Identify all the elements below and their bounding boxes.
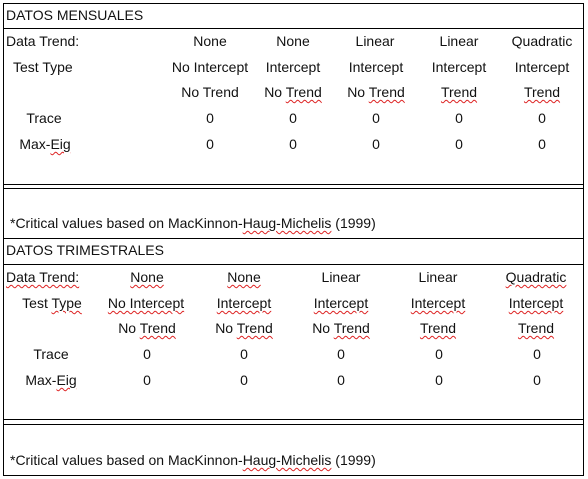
column-header-line2: Trend xyxy=(517,320,555,336)
row-label: Trace xyxy=(26,110,62,126)
footnote: *Critical values based on MacKinnon-Haug… xyxy=(10,215,376,231)
spellcheck-word: Trend xyxy=(368,84,405,100)
table-border-left xyxy=(3,3,4,476)
column-header-line2: Trend xyxy=(419,320,457,336)
cell-value: 0 xyxy=(533,372,541,388)
cell-value: 0 xyxy=(206,110,214,126)
cell-value: 0 xyxy=(240,346,248,362)
row-label: Max-Eig xyxy=(25,372,77,388)
column-header-line1: No Intercept xyxy=(107,295,185,311)
column-header-line1: Intercept xyxy=(508,295,564,311)
section1-footnote-top xyxy=(3,188,584,189)
column-header-line1: Intercept xyxy=(514,59,570,75)
column-header-line2: No Trend xyxy=(264,84,322,100)
column-header-line2: No Trend xyxy=(181,84,239,100)
data-trend-header: None xyxy=(276,33,310,49)
column-header-line1: Intercept xyxy=(216,295,272,311)
cell-value: 0 xyxy=(240,372,248,388)
table-border-bottom xyxy=(3,475,584,476)
table-border-top xyxy=(3,3,584,4)
spellcheck-word: Haug-Michelis xyxy=(242,215,332,231)
cell-value: 0 xyxy=(143,346,151,362)
cell-value: 0 xyxy=(435,372,443,388)
footnote: *Critical values based on MacKinnon-Haug… xyxy=(10,452,376,468)
spellcheck-word: Trend xyxy=(285,84,322,100)
spellcheck-word: Haug-Michelis xyxy=(242,452,332,468)
test-type-label: Test Type xyxy=(22,295,82,311)
section2-footnote-top xyxy=(3,424,584,425)
cell-value: 0 xyxy=(337,346,345,362)
cell-value: 0 xyxy=(372,110,380,126)
spellcheck-word: Trend xyxy=(236,320,273,336)
cell-value: 0 xyxy=(538,110,546,126)
cell-value: 0 xyxy=(533,346,541,362)
cell-value: 0 xyxy=(455,136,463,152)
cell-value: 0 xyxy=(538,136,546,152)
column-header-line1: Intercept xyxy=(313,295,369,311)
cell-value: 0 xyxy=(455,110,463,126)
cell-value: 0 xyxy=(337,372,345,388)
column-header-line1: No Intercept xyxy=(171,59,249,75)
spellcheck-word: Eig xyxy=(50,136,71,152)
column-header-line2: No Trend xyxy=(215,320,273,336)
data-trend-label: Data Trend: xyxy=(6,269,80,285)
test-type-label: Test Type xyxy=(13,59,73,75)
cell-value: 0 xyxy=(289,110,297,126)
cell-value: 0 xyxy=(143,372,151,388)
section1-body-bottom xyxy=(3,184,584,185)
row-label: Trace xyxy=(33,346,69,362)
section2-title-divider xyxy=(3,264,584,265)
section1-title-divider xyxy=(3,28,584,29)
data-trend-header: Linear xyxy=(439,33,479,49)
column-header-line2: Trend xyxy=(440,84,478,100)
cell-value: 0 xyxy=(289,136,297,152)
section2-body-bottom xyxy=(3,419,584,420)
spellcheck-word: Trend xyxy=(139,320,176,336)
data-trend-header: None xyxy=(227,269,261,285)
column-header-line1: Intercept xyxy=(265,59,321,75)
cell-value: 0 xyxy=(435,346,443,362)
column-header-line2: Trend xyxy=(523,84,561,100)
column-header-line1: Intercept xyxy=(431,59,487,75)
table-border-right xyxy=(583,3,584,476)
cell-value: 0 xyxy=(206,136,214,152)
data-trend-header: Quadratic xyxy=(511,33,573,49)
column-header-line2: No Trend xyxy=(118,320,176,336)
spellcheck-word: Trend xyxy=(333,320,370,336)
cell-value: 0 xyxy=(372,136,380,152)
column-header-line1: Intercept xyxy=(410,295,466,311)
section1-bottom-divider xyxy=(3,238,584,239)
column-header-line2: No Trend xyxy=(312,320,370,336)
data-trend-header: Quadratic xyxy=(505,269,567,285)
data-trend-header: Linear xyxy=(321,269,361,285)
column-header-line1: Intercept xyxy=(348,59,404,75)
section-title: DATOS TRIMESTRALES xyxy=(6,242,164,258)
spellcheck-word: Type xyxy=(51,295,82,311)
data-trend-header: Linear xyxy=(418,269,458,285)
data-trend-label: Data Trend: xyxy=(6,33,80,49)
data-trend-header: None xyxy=(130,269,164,285)
data-trend-header: Linear xyxy=(355,33,395,49)
row-label: Max-Eig xyxy=(19,136,71,152)
spellcheck-word: Eig xyxy=(56,372,77,388)
data-trend-header: None xyxy=(193,33,227,49)
column-header-line2: No Trend xyxy=(347,84,405,100)
section-title: DATOS MENSUALES xyxy=(6,7,144,23)
